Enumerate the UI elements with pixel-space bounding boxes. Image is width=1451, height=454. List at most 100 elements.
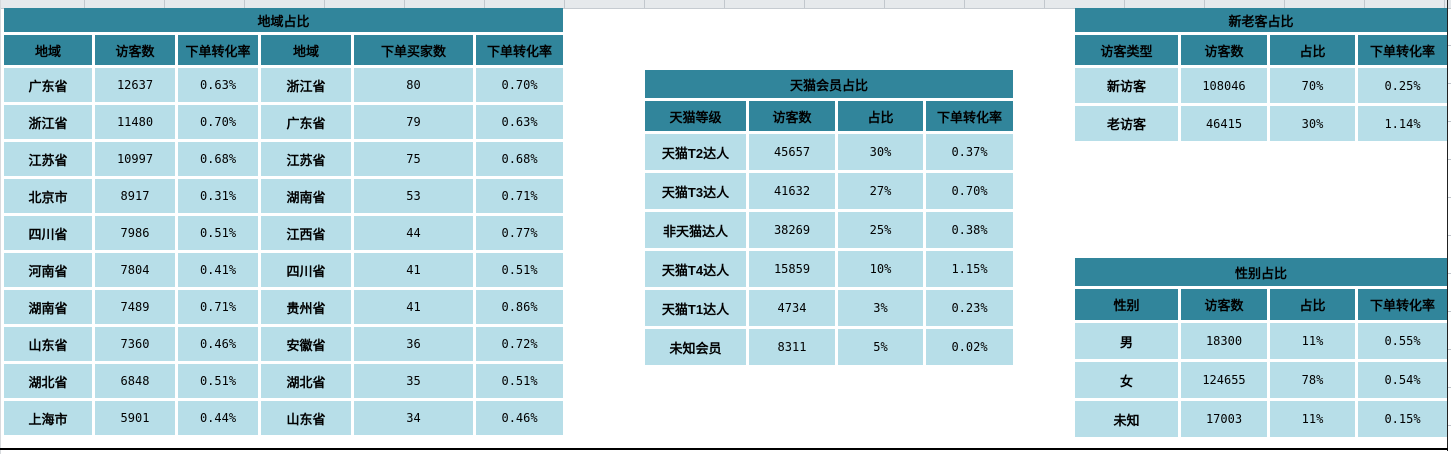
- region-cell-r5-c0[interactable]: 河南省: [4, 253, 92, 287]
- region-cell-r7-c5[interactable]: 0.72%: [476, 327, 564, 361]
- tmall-cell-r5-c0[interactable]: 未知会员: [645, 329, 746, 365]
- region-cell-r6-c1[interactable]: 7489: [95, 290, 175, 324]
- gender-cell-r2-c1[interactable]: 17003: [1181, 401, 1267, 437]
- region-cell-r5-c3[interactable]: 四川省: [261, 253, 351, 287]
- gender-cell-r1-c2[interactable]: 78%: [1270, 362, 1355, 398]
- tmall-cell-r5-c3[interactable]: 0.02%: [926, 329, 1014, 365]
- region-cell-r3-c5[interactable]: 0.71%: [476, 179, 564, 213]
- region-cell-r5-c1[interactable]: 7804: [95, 253, 175, 287]
- region-cell-r7-c4[interactable]: 36: [354, 327, 473, 361]
- region-header-cell-2[interactable]: 下单转化率: [178, 35, 258, 65]
- tmall-cell-r1-c1[interactable]: 41632: [749, 173, 835, 209]
- region-cell-r0-c1[interactable]: 12637: [95, 68, 175, 102]
- region-cell-r6-c0[interactable]: 湖南省: [4, 290, 92, 324]
- region-cell-r5-c5[interactable]: 0.51%: [476, 253, 564, 287]
- tmall-cell-r4-c0[interactable]: 天猫T1达人: [645, 290, 746, 326]
- visitor-header-cell-2[interactable]: 占比: [1270, 35, 1355, 65]
- region-cell-r6-c4[interactable]: 41: [354, 290, 473, 324]
- region-cell-r3-c1[interactable]: 8917: [95, 179, 175, 213]
- tmall-cell-r2-c3[interactable]: 0.38%: [926, 212, 1014, 248]
- gender-header-cell-0[interactable]: 性别: [1075, 289, 1178, 320]
- gender-cell-r0-c1[interactable]: 18300: [1181, 323, 1267, 359]
- tmall-cell-r1-c0[interactable]: 天猫T3达人: [645, 173, 746, 209]
- gender-cell-r0-c0[interactable]: 男: [1075, 323, 1178, 359]
- visitor-cell-r1-c1[interactable]: 46415: [1181, 106, 1267, 141]
- region-cell-r8-c1[interactable]: 6848: [95, 364, 175, 398]
- tmall-cell-r1-c2[interactable]: 27%: [838, 173, 923, 209]
- region-cell-r0-c3[interactable]: 浙江省: [261, 68, 351, 102]
- tmall-cell-r5-c2[interactable]: 5%: [838, 329, 923, 365]
- region-cell-r1-c2[interactable]: 0.70%: [178, 105, 258, 139]
- region-header-cell-3[interactable]: 地域: [261, 35, 351, 65]
- region-cell-r4-c4[interactable]: 44: [354, 216, 473, 250]
- tmall-cell-r5-c1[interactable]: 8311: [749, 329, 835, 365]
- region-cell-r0-c2[interactable]: 0.63%: [178, 68, 258, 102]
- tmall-cell-r4-c2[interactable]: 3%: [838, 290, 923, 326]
- visitor-header-cell-0[interactable]: 访客类型: [1075, 35, 1178, 65]
- tmall-header-cell-3[interactable]: 下单转化率: [926, 101, 1014, 131]
- region-header-cell-0[interactable]: 地域: [4, 35, 92, 65]
- tmall-cell-r0-c0[interactable]: 天猫T2达人: [645, 134, 746, 170]
- region-cell-r0-c0[interactable]: 广东省: [4, 68, 92, 102]
- gender-header-cell-2[interactable]: 占比: [1270, 289, 1355, 320]
- visitor-cell-r0-c3[interactable]: 0.25%: [1358, 68, 1448, 103]
- tmall-cell-r0-c1[interactable]: 45657: [749, 134, 835, 170]
- region-cell-r9-c4[interactable]: 34: [354, 401, 473, 435]
- gender-cell-r1-c0[interactable]: 女: [1075, 362, 1178, 398]
- region-cell-r8-c3[interactable]: 湖北省: [261, 364, 351, 398]
- region-cell-r7-c0[interactable]: 山东省: [4, 327, 92, 361]
- visitor-cell-r1-c2[interactable]: 30%: [1270, 106, 1355, 141]
- region-cell-r9-c2[interactable]: 0.44%: [178, 401, 258, 435]
- gender-cell-r2-c2[interactable]: 11%: [1270, 401, 1355, 437]
- region-cell-r7-c2[interactable]: 0.46%: [178, 327, 258, 361]
- gender-cell-r2-c3[interactable]: 0.15%: [1358, 401, 1448, 437]
- region-header-cell-1[interactable]: 访客数: [95, 35, 175, 65]
- visitor-cell-r0-c1[interactable]: 108046: [1181, 68, 1267, 103]
- region-header-cell-5[interactable]: 下单转化率: [476, 35, 564, 65]
- visitor-cell-r0-c2[interactable]: 70%: [1270, 68, 1355, 103]
- tmall-header-cell-0[interactable]: 天猫等级: [645, 101, 746, 131]
- region-cell-r2-c1[interactable]: 10997: [95, 142, 175, 176]
- tmall-cell-r4-c3[interactable]: 0.23%: [926, 290, 1014, 326]
- gender-header-cell-3[interactable]: 下单转化率: [1358, 289, 1448, 320]
- tmall-cell-r3-c1[interactable]: 15859: [749, 251, 835, 287]
- region-cell-r8-c5[interactable]: 0.51%: [476, 364, 564, 398]
- tmall-cell-r3-c3[interactable]: 1.15%: [926, 251, 1014, 287]
- region-cell-r4-c2[interactable]: 0.51%: [178, 216, 258, 250]
- visitor-header-cell-3[interactable]: 下单转化率: [1358, 35, 1448, 65]
- region-cell-r4-c3[interactable]: 江西省: [261, 216, 351, 250]
- visitor-cell-r1-c0[interactable]: 老访客: [1075, 106, 1178, 141]
- region-cell-r8-c4[interactable]: 35: [354, 364, 473, 398]
- region-cell-r1-c5[interactable]: 0.63%: [476, 105, 564, 139]
- region-cell-r6-c2[interactable]: 0.71%: [178, 290, 258, 324]
- tmall-cell-r1-c3[interactable]: 0.70%: [926, 173, 1014, 209]
- region-cell-r3-c2[interactable]: 0.31%: [178, 179, 258, 213]
- region-cell-r4-c0[interactable]: 四川省: [4, 216, 92, 250]
- tmall-cell-r0-c2[interactable]: 30%: [838, 134, 923, 170]
- region-cell-r2-c5[interactable]: 0.68%: [476, 142, 564, 176]
- region-cell-r0-c5[interactable]: 0.70%: [476, 68, 564, 102]
- tmall-cell-r3-c2[interactable]: 10%: [838, 251, 923, 287]
- region-cell-r6-c5[interactable]: 0.86%: [476, 290, 564, 324]
- region-cell-r7-c1[interactable]: 7360: [95, 327, 175, 361]
- region-cell-r1-c4[interactable]: 79: [354, 105, 473, 139]
- region-cell-r0-c4[interactable]: 80: [354, 68, 473, 102]
- region-cell-r3-c4[interactable]: 53: [354, 179, 473, 213]
- region-cell-r9-c1[interactable]: 5901: [95, 401, 175, 435]
- region-cell-r8-c0[interactable]: 湖北省: [4, 364, 92, 398]
- region-cell-r7-c3[interactable]: 安徽省: [261, 327, 351, 361]
- tmall-cell-r3-c0[interactable]: 天猫T4达人: [645, 251, 746, 287]
- region-cell-r4-c5[interactable]: 0.77%: [476, 216, 564, 250]
- region-cell-r1-c1[interactable]: 11480: [95, 105, 175, 139]
- region-cell-r2-c4[interactable]: 75: [354, 142, 473, 176]
- region-header-cell-4[interactable]: 下单买家数: [354, 35, 473, 65]
- region-cell-r9-c5[interactable]: 0.46%: [476, 401, 564, 435]
- region-cell-r3-c3[interactable]: 湖南省: [261, 179, 351, 213]
- region-cell-r2-c2[interactable]: 0.68%: [178, 142, 258, 176]
- region-cell-r4-c1[interactable]: 7986: [95, 216, 175, 250]
- gender-header-cell-1[interactable]: 访客数: [1181, 289, 1267, 320]
- region-cell-r5-c4[interactable]: 41: [354, 253, 473, 287]
- gender-cell-r1-c1[interactable]: 124655: [1181, 362, 1267, 398]
- tmall-header-cell-2[interactable]: 占比: [838, 101, 923, 131]
- region-cell-r9-c0[interactable]: 上海市: [4, 401, 92, 435]
